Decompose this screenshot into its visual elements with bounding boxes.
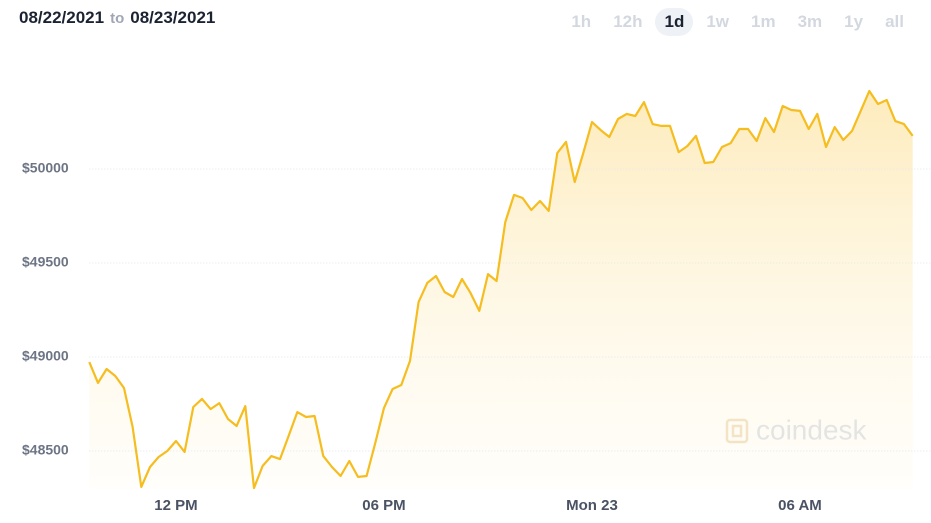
y-tick-label: $49000 (22, 348, 69, 364)
area (89, 91, 913, 489)
range-button[interactable]: 12h (613, 12, 643, 31)
price-line (88, 89, 914, 490)
y-tick-label: $48500 (22, 442, 69, 458)
x-tick-label: 06 PM (362, 497, 405, 514)
range-button[interactable]: 1h (571, 12, 592, 31)
y-tick-label: $49500 (22, 254, 69, 270)
range-button[interactable]: 1y (844, 12, 864, 31)
date-separator: to (110, 10, 125, 27)
range-selector: 1h 12h 1d 1w 1m 3m 1y all (562, 8, 913, 36)
date-from: 08/22/2021 (19, 8, 105, 27)
range-button[interactable]: 3m (797, 12, 823, 31)
date-range: 08/22/2021 to 08/23/2021 (19, 8, 215, 28)
range-button[interactable]: 1m (751, 12, 776, 31)
y-tick-label: $50000 (22, 160, 69, 176)
range-button[interactable]: all (885, 12, 904, 31)
x-tick-label: 12 PM (154, 497, 197, 514)
x-tick-label: 06 AM (778, 497, 822, 514)
x-tick-label: Mon 23 (566, 497, 618, 514)
date-to: 08/23/2021 (130, 8, 216, 27)
range-button[interactable]: 1d (655, 8, 694, 36)
range-button[interactable]: 1w (706, 12, 730, 31)
